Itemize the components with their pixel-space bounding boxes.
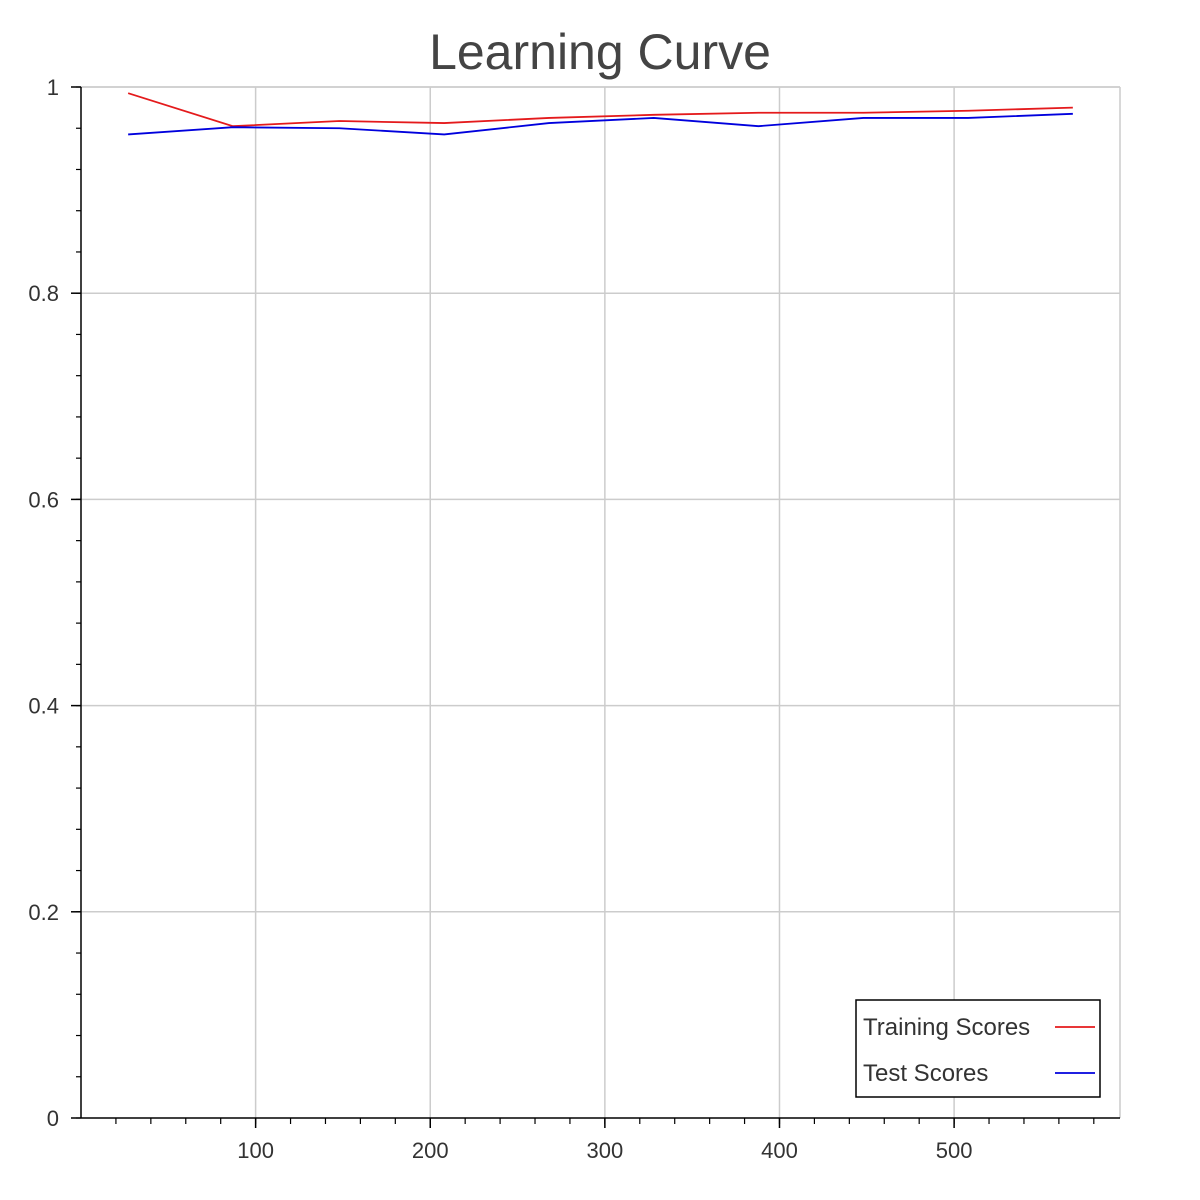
y-tick-label: 0.2 xyxy=(28,900,59,925)
y-tick-label: 1 xyxy=(47,75,59,100)
y-tick-label: 0 xyxy=(47,1106,59,1131)
chart-title: Learning Curve xyxy=(429,24,771,80)
x-tick-label: 100 xyxy=(237,1138,274,1163)
axes: 0 0.2 0.4 0.6 0.8 1 100 200 300 400 500 xyxy=(28,75,1120,1163)
series-lines xyxy=(127,92,1073,136)
x-tick-label: 200 xyxy=(412,1138,449,1163)
x-tick-label: 500 xyxy=(936,1138,973,1163)
grid-lines xyxy=(81,86,1120,1118)
legend-label-training-scores: Training Scores xyxy=(863,1014,1030,1041)
legend: Training Scores Test Scores xyxy=(855,999,1101,1098)
y-tick-label: 0.4 xyxy=(28,694,59,719)
x-tick-label: 400 xyxy=(761,1138,798,1163)
plot-frame xyxy=(81,86,1121,1118)
legend-box xyxy=(855,999,1101,1098)
y-tick-label: 0.6 xyxy=(28,487,59,512)
y-tick-label: 0.8 xyxy=(28,281,59,306)
test-scores-line xyxy=(128,112,1073,136)
training-scores-line xyxy=(127,92,1073,128)
legend-label-test-scores: Test Scores xyxy=(863,1060,988,1087)
x-tick-label: 300 xyxy=(587,1138,624,1163)
